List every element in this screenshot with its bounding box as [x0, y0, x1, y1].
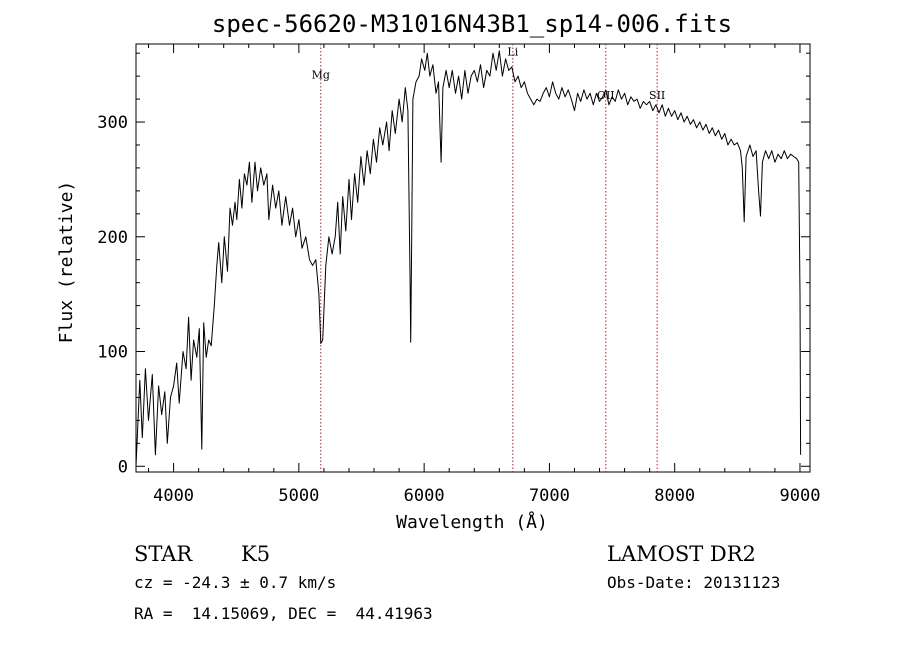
spectral-line-label: Mg: [312, 68, 330, 81]
spectrum-line: [135, 50, 802, 467]
object-subclass: K5: [241, 542, 270, 566]
y-axis-label: Flux (relative): [56, 181, 77, 344]
spectral-line-label: SII: [649, 89, 665, 102]
spectral-line-label: Li: [507, 45, 518, 58]
y-tick-label: 100: [97, 343, 128, 363]
x-tick-label: 7000: [529, 486, 570, 506]
x-tick-label: 5000: [278, 486, 319, 506]
y-tick-label: 0: [118, 457, 128, 477]
x-tick-label: 6000: [404, 486, 445, 506]
spectrum-series-group: [135, 50, 802, 467]
y-axis: 0 100 200 300: [97, 52, 810, 477]
ra-dec: RA = 14.15069, DEC = 44.41963: [134, 604, 433, 623]
y-tick-label: 300: [97, 113, 128, 133]
object-class: STAR: [134, 542, 193, 566]
observation-date: Obs-Date: 20131123: [607, 573, 780, 592]
y-tick-label: 200: [97, 228, 128, 248]
x-axis-label: Wavelength (Å): [396, 511, 548, 533]
redshift-cz: cz = -24.3 ± 0.7 km/s: [134, 573, 336, 592]
plot-frame: [135, 43, 811, 473]
x-axis: 4000 5000 6000 7000 8000 9000: [148, 44, 821, 506]
chart-title: spec-56620-M31016N43B1_sp14-006.fits: [212, 10, 732, 38]
x-tick-label: 4000: [153, 486, 194, 506]
survey-name: LAMOST DR2: [607, 542, 756, 566]
x-tick-label: 9000: [780, 486, 821, 506]
x-tick-label: 8000: [654, 486, 695, 506]
